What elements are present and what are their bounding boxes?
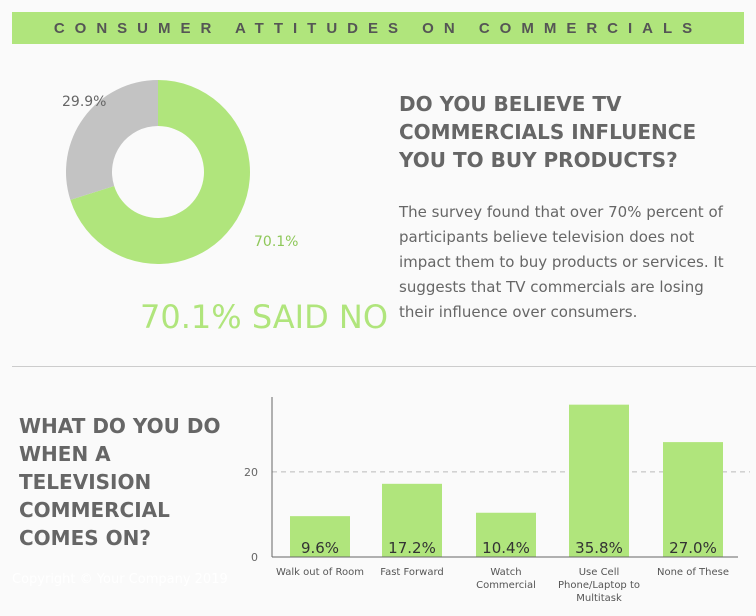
x-category-label: Use Cell xyxy=(579,567,620,578)
x-category-label: Multitask xyxy=(576,593,622,604)
bar xyxy=(663,442,723,557)
bar xyxy=(382,483,442,557)
question-1-description: The survey found that over 70% percent o… xyxy=(399,203,724,321)
bar-data-label: 10.4% xyxy=(482,539,530,557)
x-category-label: Phone/Laptop to xyxy=(558,580,640,591)
donut-chart xyxy=(66,80,250,264)
bar xyxy=(569,404,629,557)
question-2-title: WHAT DO YOU DO WHEN A TELEVISION COMMERC… xyxy=(19,414,221,550)
y-tick-label: 0 xyxy=(251,551,258,564)
donut-label-gray: 29.9% xyxy=(62,94,107,110)
bar-chart: 0 20 9.6% Walk out of Room 17.2% Fast Forward… xyxy=(244,397,750,604)
bar-data-label: 35.8% xyxy=(575,539,623,557)
x-category-label: Fast Forward xyxy=(380,567,444,578)
bar-data-label: 27.0% xyxy=(669,539,717,557)
y-tick-label: 20 xyxy=(244,466,258,479)
headline-said-no: 70.1% SAID NO xyxy=(140,298,388,336)
donut-slice xyxy=(70,80,250,264)
x-category-label: Walk out of Room xyxy=(276,567,364,578)
bar xyxy=(476,512,536,557)
bar-data-label: 17.2% xyxy=(388,539,436,557)
bar-data-label: 9.6% xyxy=(301,539,339,557)
bar xyxy=(290,516,350,557)
section-divider xyxy=(12,366,756,367)
donut-slice xyxy=(66,80,158,200)
x-category-label: Watch xyxy=(490,567,521,578)
title-banner: CONSUMER ATTITUDES ON COMMERCIALS xyxy=(12,12,744,44)
copyright: Copyright © Your Company 2019 xyxy=(12,572,228,587)
donut-label-green: 70.1% xyxy=(254,234,299,250)
x-category-label: None of These xyxy=(657,567,729,578)
question-1-title: DO YOU BELIEVE TV COMMERCIALS INFLUENCE … xyxy=(399,92,697,172)
x-category-label: Commercial xyxy=(476,580,536,591)
